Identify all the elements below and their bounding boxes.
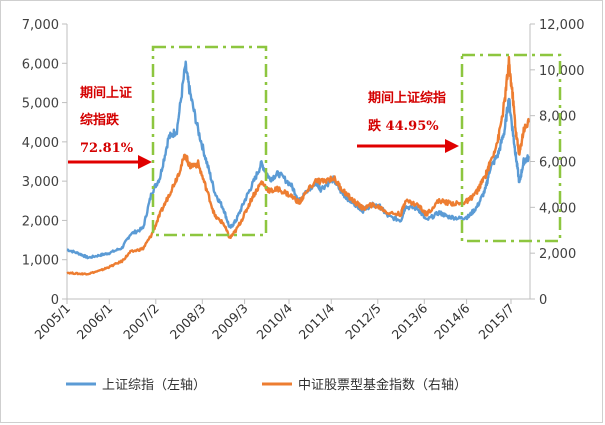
left-axis-ticks: 0 1,000 2,000 3,000 4,000 5,000 6,000 7,000 xyxy=(22,18,67,308)
left-tick-label: 2,000 xyxy=(22,214,59,229)
x-tick-label: 2013/6 xyxy=(389,300,431,342)
left-tick-label: 1,000 xyxy=(22,254,59,269)
right-tick-label: 8,000 xyxy=(539,110,576,125)
series-layer xyxy=(66,55,530,276)
x-tick-label: 2006/1 xyxy=(74,301,116,343)
legend: 上证综指（左轴） 中证股票型基金指数（右轴） xyxy=(66,377,467,393)
x-tick-label: 2014/6 xyxy=(431,300,473,342)
x-tick-label: 2012/5 xyxy=(342,301,384,343)
annotation-2-line-1: 期间上证综指 xyxy=(368,90,446,106)
right-tick-label: 2,000 xyxy=(539,247,576,262)
left-tick-label: 7,000 xyxy=(22,18,59,33)
x-axis-ticks: 2005/1 2006/1 2007/2 2008/3 2009/3 2010/4 2011… xyxy=(31,299,517,342)
legend-label-shanghai: 上证综指（左轴） xyxy=(102,378,206,393)
left-tick-label: 6,000 xyxy=(22,57,59,72)
left-tick-label: 4,000 xyxy=(22,136,59,151)
annotation-2-arrow xyxy=(357,139,459,153)
annotation-2-line-2: 跌 44.95% xyxy=(368,118,439,134)
right-tick-label: 10,000 xyxy=(539,64,585,79)
annotation-1-line-3: 72.81% xyxy=(80,141,134,156)
highlight-box-2015 xyxy=(460,53,562,243)
right-tick-label: 0 xyxy=(539,293,547,308)
series-line-equity-fund-index xyxy=(66,55,530,276)
x-tick-label: 2009/3 xyxy=(209,301,251,343)
annotation-1-line-1: 期间上证 xyxy=(80,85,132,101)
series-line-shanghai-composite xyxy=(66,60,530,260)
left-tick-label: 3,000 xyxy=(22,175,59,190)
highlight-box-2007 xyxy=(151,45,268,237)
right-tick-label: 6,000 xyxy=(539,156,576,171)
annotation-1-arrow xyxy=(68,155,152,169)
x-tick-label: 2010/4 xyxy=(253,300,295,342)
left-tick-label: 5,000 xyxy=(22,97,59,112)
x-tick-label: 2011/4 xyxy=(296,300,338,342)
annotation-1-line-2: 综指跌 xyxy=(80,112,120,128)
right-tick-label: 4,000 xyxy=(539,201,576,216)
legend-label-fund: 中证股票型基金指数（右轴） xyxy=(298,377,467,393)
right-tick-label: 12,000 xyxy=(539,18,585,33)
x-tick-label: 2007/2 xyxy=(120,301,162,343)
right-axis-ticks: 0 2,000 4,000 6,000 8,000 10,000 12,000 xyxy=(530,18,585,308)
left-tick-label: 0 xyxy=(51,293,59,308)
x-tick-label: 2015/7 xyxy=(475,301,517,343)
x-tick-label: 2008/3 xyxy=(167,301,209,343)
